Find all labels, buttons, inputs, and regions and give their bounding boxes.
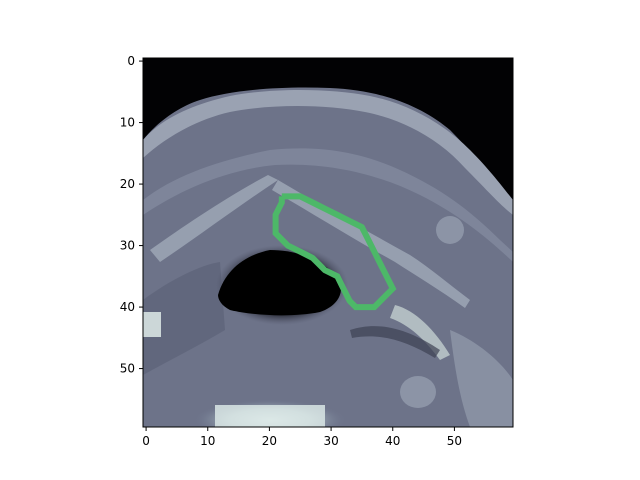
- segmentation-contour: [272, 193, 397, 311]
- x-tick-label: 40: [385, 434, 400, 448]
- y-tick-label: 50: [120, 362, 135, 376]
- y-tick-label: 10: [120, 116, 135, 130]
- y-axis: 0 10 20 30 40 50: [120, 54, 143, 376]
- y-tick-label: 40: [120, 300, 135, 314]
- x-axis: 0 10 20 30 40 50: [142, 427, 462, 448]
- y-tick-label: 0: [127, 54, 135, 68]
- x-tick-label: 20: [262, 434, 277, 448]
- x-tick-label: 10: [200, 434, 215, 448]
- y-tick-label: 30: [120, 239, 135, 253]
- scan-image: [143, 58, 513, 427]
- y-tick-label: 20: [120, 177, 135, 191]
- x-tick-label: 30: [323, 434, 338, 448]
- x-tick-label: 0: [142, 434, 150, 448]
- x-tick-label: 50: [447, 434, 462, 448]
- plot-frame: [142, 57, 514, 428]
